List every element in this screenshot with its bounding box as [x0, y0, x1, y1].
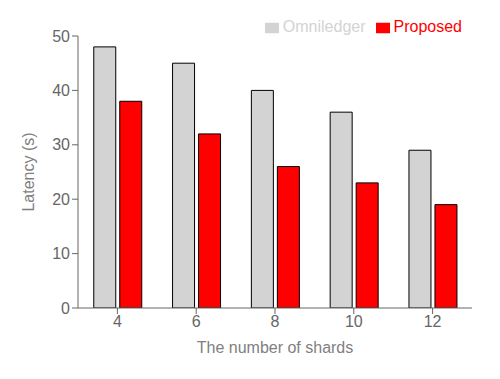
svg-text:8: 8	[271, 313, 280, 330]
html-text:Proposed: Proposed	[393, 18, 462, 35]
svg-text:10: 10	[52, 245, 70, 262]
svg-text:30: 30	[52, 136, 70, 153]
svg-text:12: 12	[424, 313, 442, 330]
svg-text:40: 40	[52, 82, 70, 99]
svg-text:20: 20	[52, 191, 70, 208]
svg-text:50: 50	[52, 28, 70, 45]
svg-text:0: 0	[61, 300, 70, 317]
html-text:Omniledger: Omniledger	[282, 18, 366, 35]
svg-text:10: 10	[345, 313, 363, 330]
svg-text:The number of shards: The number of shards	[197, 339, 354, 356]
svg-text:Latency (s): Latency (s)	[20, 132, 37, 211]
svg-text:4: 4	[113, 313, 122, 330]
svg-text:6: 6	[192, 313, 201, 330]
